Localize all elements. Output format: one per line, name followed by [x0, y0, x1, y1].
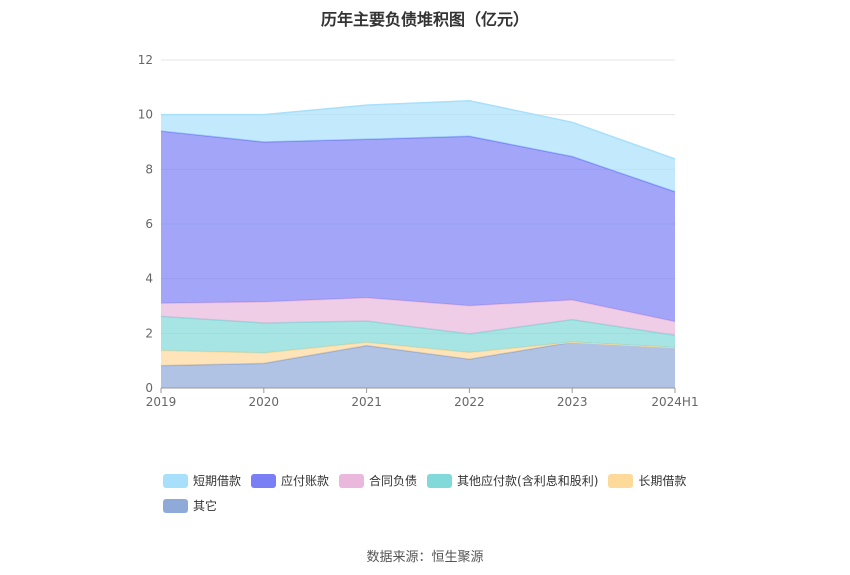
- y-tick-label: 2: [145, 326, 153, 340]
- area-series-4: [161, 131, 675, 322]
- legend-label: 合同负债: [369, 474, 418, 488]
- legend-swatch: [163, 498, 188, 513]
- y-tick-label: 10: [138, 108, 153, 122]
- area-series-5: [161, 100, 675, 192]
- chart-title: 历年主要负债堆积图（亿元）: [320, 10, 529, 29]
- legend-item[interactable]: 合同负债: [339, 472, 417, 489]
- area-series-1: [161, 342, 675, 366]
- area-series-line-4: [160, 130, 676, 193]
- legend-label: 其他应付款(含利息和股利): [457, 474, 599, 488]
- data-source: 数据来源：恒生聚源: [366, 550, 484, 565]
- y-tick-label: 12: [138, 53, 153, 67]
- x-tick-label: 2023: [557, 395, 588, 409]
- legend-item[interactable]: 其它: [163, 497, 217, 514]
- legend-label: 短期借款: [193, 474, 242, 488]
- x-tick-label: 2024H1: [651, 395, 698, 409]
- area-series-line-3: [160, 297, 676, 323]
- area-series-line-5: [161, 99, 676, 160]
- legend-swatch: [608, 473, 634, 488]
- x-tick-label: 2020: [249, 395, 280, 409]
- legend-swatch: [251, 473, 277, 488]
- legend-label: 应付账款: [281, 474, 330, 488]
- area-series-0: [161, 342, 675, 388]
- axes: 0 2 4 6 8 10 12 2019 2020 2021 2022 2023 2024H1: [138, 53, 699, 409]
- legend-label: 其它: [193, 499, 218, 513]
- area-series: [160, 99, 676, 388]
- area-series-2: [161, 316, 675, 354]
- legend: 短期借款 应付账款 合同负债 其他应付款(含利息和股利) 长期借款其它: [163, 472, 703, 522]
- y-tick-label: 6: [145, 217, 153, 231]
- legend-label: 长期借款: [638, 474, 687, 488]
- y-tick-label: 4: [145, 272, 153, 286]
- legend-swatch: [163, 473, 188, 488]
- x-tick-label: 2022: [454, 395, 485, 409]
- legend-item[interactable]: 短期借款: [163, 472, 241, 489]
- legend-item[interactable]: 应付账款: [251, 472, 329, 489]
- x-tick-label: 2019: [146, 395, 177, 409]
- legend-swatch: [427, 473, 453, 488]
- area-series-3: [161, 297, 675, 336]
- y-tick-label: 8: [145, 162, 153, 176]
- stacked-area-chart: 0 2 4 6 8 10 12 2019 2020 2021 2022 2023 2024H1: [138, 53, 699, 409]
- legend-item[interactable]: 长期借款: [608, 472, 686, 489]
- legend-swatch: [339, 473, 365, 488]
- y-tick-label: 0: [145, 381, 153, 395]
- legend-item[interactable]: 其他应付款(含利息和股利): [427, 472, 598, 489]
- x-tick-label: 2021: [351, 395, 382, 409]
